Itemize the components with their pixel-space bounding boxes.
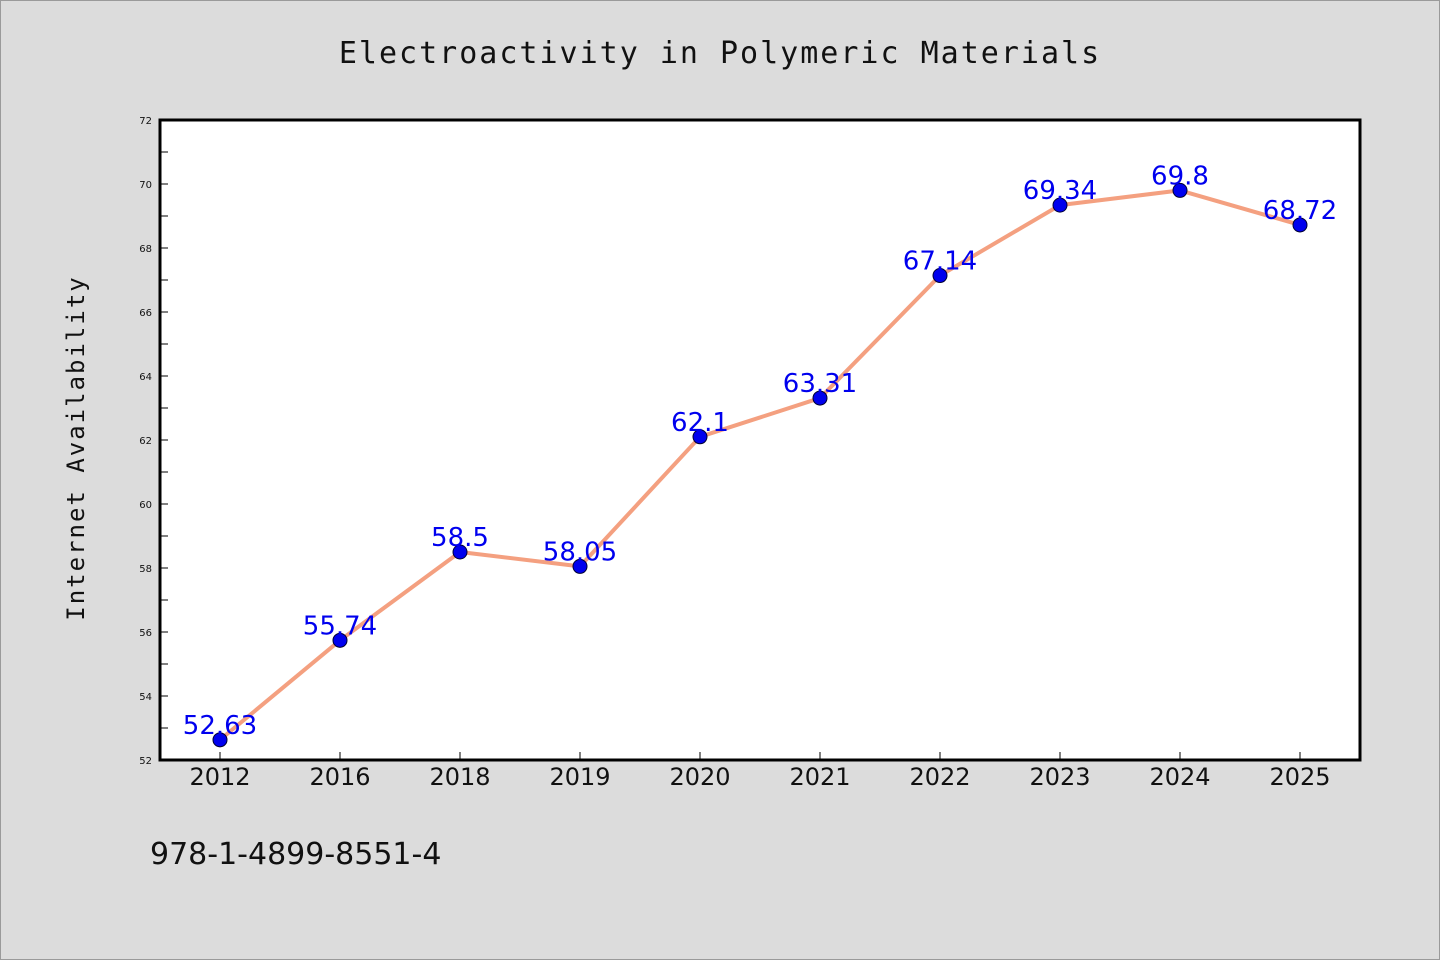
x-tick-label: 2025 <box>1269 763 1330 791</box>
y-tick-label: 64 <box>139 372 152 383</box>
y-tick-label: 70 <box>139 180 152 191</box>
y-tick-label: 66 <box>139 308 152 319</box>
plot-area <box>158 118 1362 762</box>
data-point-marker <box>932 268 948 284</box>
data-point-marker <box>1292 217 1308 233</box>
data-point-label: 68.72 <box>1263 196 1337 226</box>
data-labels: 52.63 55.74 58.5 58.05 62.1 63.31 67.14 69.34 69… <box>183 161 1337 740</box>
series-line <box>218 188 1301 742</box>
data-point-marker <box>1172 182 1188 198</box>
y-axis-title: Internet Availability <box>62 275 90 620</box>
data-point-label: 58.5 <box>431 523 489 553</box>
data-point-label: 62.1 <box>671 408 729 438</box>
x-axis: 2012 2016 2018 2019 2020 2021 2022 2023 2024 2025 <box>189 752 1331 791</box>
data-point-marker <box>452 544 468 560</box>
x-tick-label: 2012 <box>189 763 250 791</box>
x-tick-label: 2022 <box>909 763 970 791</box>
x-tick-label: 2016 <box>309 763 370 791</box>
data-point-marker <box>332 632 348 648</box>
data-point-marker <box>572 558 588 574</box>
y-tick-label: 52 <box>139 756 152 767</box>
y-axis: 52 54 56 58 60 62 64 66 68 70 72 <box>139 116 168 767</box>
x-tick-label: 2021 <box>789 763 850 791</box>
y-tick-label: 54 <box>139 692 152 703</box>
chart-title: Electroactivity in Polymeric Materials <box>339 36 1101 71</box>
x-tick-label: 2020 <box>669 763 730 791</box>
y-tick-label: 68 <box>139 244 152 255</box>
y-tick-label: 62 <box>139 436 152 447</box>
data-point-label: 58.05 <box>543 537 617 567</box>
data-point-label: 69.34 <box>1023 176 1097 206</box>
data-point-label: 55.74 <box>303 611 377 641</box>
data-point-label: 67.14 <box>903 247 977 277</box>
x-tick-label: 2019 <box>549 763 610 791</box>
y-tick-label: 56 <box>139 628 152 639</box>
data-point-marker <box>692 429 708 445</box>
y-tick-label: 72 <box>139 116 152 127</box>
series-layer <box>212 182 1308 748</box>
data-point-label: 63.31 <box>783 369 857 399</box>
x-tick-label: 2018 <box>429 763 490 791</box>
data-point-label: 52.63 <box>183 711 257 741</box>
x-tick-label: 2024 <box>1149 763 1210 791</box>
y-tick-label: 60 <box>139 500 152 511</box>
isbn-label: 978-1-4899-8551-4 <box>150 837 441 872</box>
x-tick-label: 2023 <box>1029 763 1090 791</box>
y-tick-label: 58 <box>139 564 152 575</box>
data-point-marker <box>212 732 228 748</box>
data-point-label: 69.8 <box>1151 161 1209 191</box>
data-point-marker <box>812 390 828 406</box>
data-point-marker <box>1052 197 1068 213</box>
